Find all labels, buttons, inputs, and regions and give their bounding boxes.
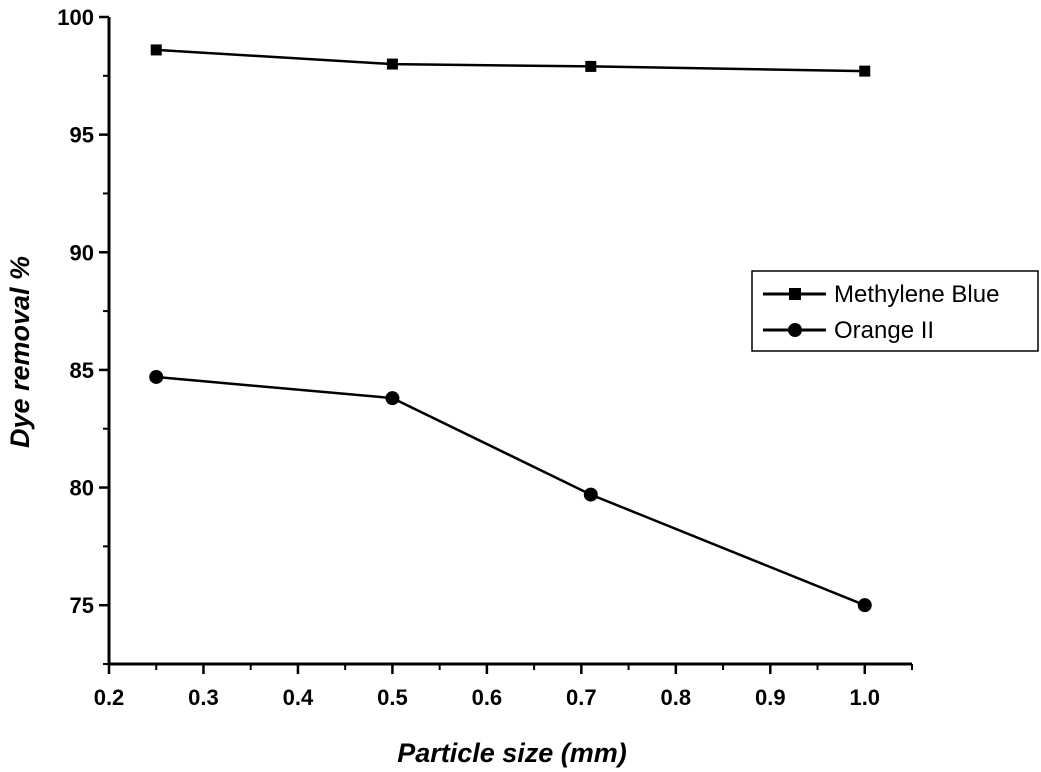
x-axis-ticks: 0.2 0.3 0.4 0.5 0.6 0.7 0.8 0.9 1.0 <box>94 664 913 710</box>
legend-label-methylene-blue: Methylene Blue <box>834 281 999 308</box>
x-axis-title: Particle size (mm) <box>397 738 627 768</box>
x-tick-label: 0.6 <box>472 685 503 710</box>
y-tick-label: 95 <box>70 123 94 148</box>
legend-marker-square <box>789 288 801 300</box>
x-tick-label: 0.2 <box>94 685 125 710</box>
y-tick-label: 85 <box>70 358 94 383</box>
series-orange-ii <box>149 369 872 613</box>
data-point-orange-ii <box>385 391 400 406</box>
y-axis-title: Dye removal % <box>5 256 35 448</box>
series-line-orange-ii <box>156 375 866 607</box>
legend-label-orange-ii: Orange II <box>834 317 934 344</box>
data-point-orange-ii <box>583 487 598 502</box>
x-tick-label: 0.5 <box>377 685 408 710</box>
x-tick-label: 0.7 <box>566 685 597 710</box>
data-point-orange-ii <box>149 369 164 384</box>
series-line-methylene-blue <box>156 48 865 73</box>
x-tick-label: 0.8 <box>661 685 692 710</box>
legend-marker-circle <box>788 323 802 337</box>
y-tick-label: 90 <box>70 240 94 265</box>
y-tick-label: 75 <box>70 593 94 618</box>
series-methylene-blue <box>150 44 871 77</box>
x-tick-label: 0.3 <box>188 685 219 710</box>
legend-box <box>751 270 1039 352</box>
axes <box>107 17 912 666</box>
legend: Methylene Blue Orange II <box>751 270 1039 352</box>
y-axis-ticks: 75 80 85 90 95 100 <box>57 5 109 665</box>
y-tick-label: 100 <box>57 5 94 30</box>
data-point-methylene-blue <box>859 65 871 77</box>
data-point-methylene-blue <box>585 60 597 72</box>
x-tick-label: 1.0 <box>849 685 880 710</box>
x-tick-label: 0.9 <box>755 685 786 710</box>
data-point-orange-ii <box>857 598 872 613</box>
x-tick-label: 0.4 <box>283 685 314 710</box>
y-tick-label: 80 <box>70 476 94 501</box>
data-point-methylene-blue <box>386 58 398 70</box>
legend-item-orange-ii: Orange II <box>763 317 934 344</box>
legend-item-methylene-blue: Methylene Blue <box>763 281 999 308</box>
data-point-methylene-blue <box>150 44 162 56</box>
series-layer <box>149 44 872 613</box>
